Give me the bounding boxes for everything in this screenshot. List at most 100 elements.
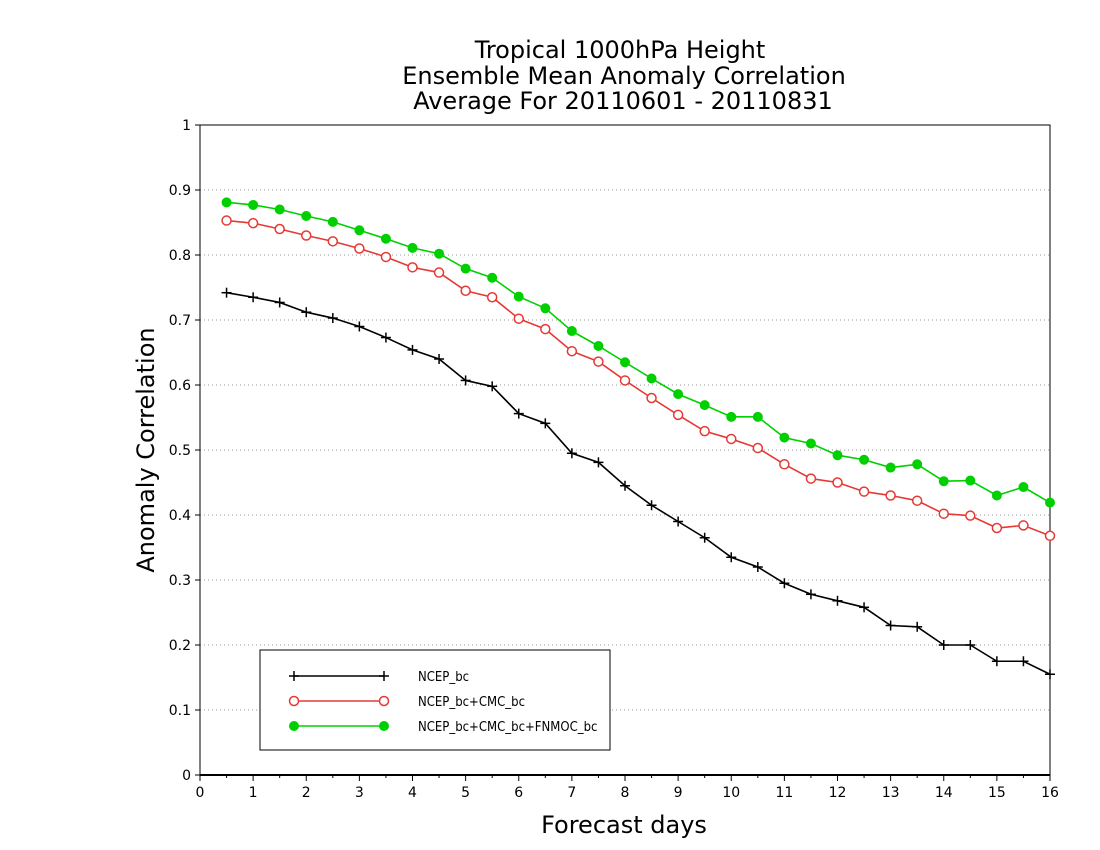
data-point <box>991 656 1002 667</box>
y-tick-label: 0.4 <box>169 508 191 524</box>
data-point <box>832 595 843 606</box>
x-axis-label: Forecast days <box>541 811 707 839</box>
y-axis-label: Anomaly Correlation <box>132 327 160 572</box>
x-tick-label: 6 <box>514 785 523 801</box>
y-tick-label: 1 <box>182 118 191 134</box>
data-point <box>752 562 763 572</box>
data-point <box>540 418 551 429</box>
data-point <box>274 223 285 235</box>
chart-title-line-3: Average For 20110601 - 20110831 <box>413 87 833 115</box>
chart-title: Tropical 1000hPa Height Ensemble Mean An… <box>402 36 846 115</box>
data-point <box>221 197 232 208</box>
data-point <box>460 263 471 274</box>
data-point <box>540 323 551 335</box>
data-point <box>593 356 604 367</box>
data-point <box>672 409 684 421</box>
data-point <box>859 454 870 465</box>
y-tick-label: 0.8 <box>169 248 191 264</box>
legend-box <box>259 649 611 751</box>
data-point <box>380 233 391 244</box>
x-tick-label: 12 <box>829 785 847 801</box>
data-point <box>274 297 285 308</box>
x-tick-label: 13 <box>882 785 900 801</box>
data-point <box>487 272 498 283</box>
data-point <box>301 307 312 318</box>
data-point <box>407 262 418 273</box>
data-point <box>593 457 604 468</box>
data-point <box>699 400 710 411</box>
x-tick-label: 7 <box>567 785 576 801</box>
x-tick-label: 3 <box>355 785 364 801</box>
x-tick-label: 1 <box>249 785 258 801</box>
data-point <box>513 408 524 419</box>
legend-marker <box>379 721 389 731</box>
data-point <box>1018 520 1029 531</box>
data-point <box>380 251 392 263</box>
data-point <box>646 373 657 384</box>
data-point <box>859 602 870 613</box>
data-point <box>1045 669 1055 680</box>
x-tick-label: 15 <box>988 785 1006 801</box>
data-point <box>619 375 631 386</box>
data-point <box>805 589 816 600</box>
legend-marker <box>289 671 299 681</box>
data-point <box>513 313 524 324</box>
series-3 <box>221 197 1055 508</box>
data-point <box>274 204 285 215</box>
data-point <box>699 532 710 543</box>
data-point <box>805 438 816 449</box>
y-tick-label: 0.7 <box>169 313 191 329</box>
data-point <box>752 442 764 454</box>
data-point <box>620 480 630 491</box>
y-tick-label: 0.3 <box>169 573 191 589</box>
data-point <box>726 411 737 422</box>
data-point <box>248 292 259 303</box>
x-tick-label: 8 <box>621 785 630 801</box>
data-point <box>646 392 657 404</box>
data-point <box>779 432 790 443</box>
data-point <box>434 248 445 259</box>
series-2 <box>221 215 1056 542</box>
data-point <box>965 510 976 521</box>
data-point <box>407 242 418 253</box>
axes: 00.10.20.30.40.50.60.70.80.910 1 2 3 4 5 6 7 8 9 1… <box>169 118 1059 801</box>
data-point <box>673 389 684 400</box>
data-point <box>938 640 949 650</box>
data-point <box>779 459 790 470</box>
data-point <box>991 490 1002 501</box>
data-point <box>221 287 232 298</box>
data-point <box>965 640 976 650</box>
series-layer <box>221 197 1056 680</box>
data-point <box>726 433 737 445</box>
data-point <box>327 313 338 324</box>
x-tick-label: 4 <box>408 785 417 801</box>
data-point <box>248 199 259 210</box>
x-tick-label: 14 <box>935 785 953 801</box>
data-point <box>699 425 710 437</box>
x-tick-label: 5 <box>461 785 470 801</box>
data-point <box>327 236 339 247</box>
data-point <box>911 495 923 506</box>
data-point <box>433 267 445 278</box>
grid <box>200 189 1050 711</box>
data-point <box>938 508 949 519</box>
x-tick-label: 16 <box>1041 785 1059 801</box>
data-point <box>885 462 896 473</box>
data-point <box>779 578 790 589</box>
y-tick-label: 0.6 <box>169 378 191 394</box>
data-point <box>486 292 498 303</box>
legend-marker <box>378 695 390 707</box>
data-point <box>327 216 338 227</box>
legend-marker <box>289 721 299 731</box>
series-1 <box>221 287 1055 680</box>
legend-label: NCEP_bc+CMC_bc+FNMOC_bc <box>418 720 597 735</box>
y-tick-label: 0.5 <box>169 443 191 459</box>
y-tick-label: 0.1 <box>169 703 191 719</box>
x-tick-label: 11 <box>775 785 793 801</box>
legend: NCEP_bc NCEP_bc+CMC_bc NCEP_bc+CMC_bc+FNMO… <box>259 649 611 751</box>
y-tick-label: 0 <box>182 768 191 784</box>
data-point <box>1018 656 1029 667</box>
data-point <box>752 411 763 422</box>
data-point <box>885 620 896 631</box>
data-point <box>566 448 577 459</box>
